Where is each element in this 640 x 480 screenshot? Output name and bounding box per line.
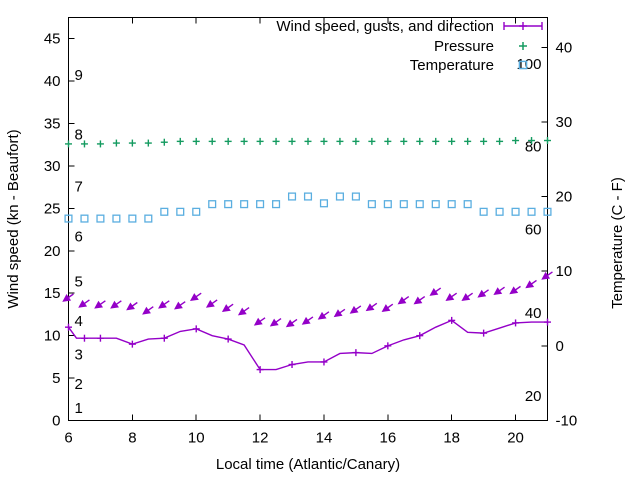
x-tick-label: 16 (379, 430, 396, 447)
x-tick-label: 20 (507, 430, 524, 447)
y-tick-label: 5 (52, 370, 60, 387)
y-tick-label: 25 (44, 200, 61, 217)
fahrenheit-label: 80 (525, 139, 542, 156)
y-tick-label: 35 (44, 116, 61, 133)
beaufort-label: 7 (75, 178, 83, 195)
y-axis-title: Wind speed (kn - Beaufort) (5, 129, 22, 308)
y-tick-label: 0 (52, 413, 60, 430)
beaufort-label: 2 (75, 376, 83, 393)
fahrenheit-label: 100 (516, 56, 541, 73)
beaufort-label: 8 (75, 127, 83, 144)
y2-tick-label: 20 (556, 189, 573, 206)
fahrenheit-label: 60 (525, 221, 542, 238)
x-axis-title: Local time (Atlantic/Canary) (216, 456, 400, 473)
beaufort-label: 4 (75, 313, 83, 330)
y2-axis-title: Temperature (C - F) (609, 177, 626, 309)
y2-tick-label: 10 (556, 263, 573, 280)
y-tick-label: 45 (44, 31, 61, 48)
x-tick-label: 10 (188, 430, 205, 447)
x-tick-label: 8 (128, 430, 136, 447)
right-axis: -10 0 10 20 30 40 (541, 39, 578, 430)
y-tick-label: 20 (44, 243, 61, 260)
fahrenheit-label: 20 (525, 388, 542, 405)
x-tick-label: 14 (316, 430, 333, 447)
legend: Wind speed, gusts, and direction Pressure… (276, 18, 543, 74)
legend-label: Pressure (434, 38, 494, 55)
left-axis: 0 5 10 15 20 25 30 35 40 45 (44, 31, 75, 430)
beaufort-label: 1 (75, 400, 83, 417)
beaufort-label: 5 (75, 273, 83, 290)
fahrenheit-label: 40 (525, 305, 542, 322)
series-temperature (64, 192, 552, 223)
beaufort-label: 9 (75, 67, 83, 84)
y-tick-label: 10 (44, 328, 61, 345)
beaufort-scale-labels: 1 2 3 4 5 6 7 8 9 (75, 67, 83, 417)
x-axis: 6 8 10 12 14 16 18 20 (64, 17, 524, 447)
y-tick-label: 15 (44, 285, 61, 302)
plot-frame (68, 17, 548, 421)
beaufort-label: 6 (75, 228, 83, 245)
y2-tick-label: 30 (556, 114, 573, 131)
x-tick-label: 18 (443, 430, 460, 447)
series-wind-speed (65, 316, 551, 374)
y2-tick-label: -10 (556, 413, 578, 430)
y2-tick-label: 40 (556, 39, 573, 56)
fahrenheit-scale-labels: 20 40 60 80 100 (516, 56, 541, 405)
legend-label: Temperature (410, 57, 494, 74)
x-tick-label: 6 (64, 430, 72, 447)
x-tick-label: 12 (252, 430, 269, 447)
y-tick-label: 40 (44, 73, 61, 90)
y2-tick-label: 0 (556, 338, 564, 355)
series-gusts (62, 271, 553, 328)
series-pressure (65, 137, 551, 148)
y-tick-label: 30 (44, 158, 61, 175)
legend-label: Wind speed, gusts, and direction (276, 18, 494, 35)
beaufort-label: 3 (75, 346, 83, 363)
